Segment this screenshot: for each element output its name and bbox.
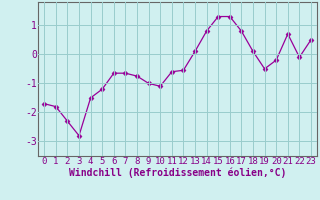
X-axis label: Windchill (Refroidissement éolien,°C): Windchill (Refroidissement éolien,°C) <box>69 168 286 178</box>
